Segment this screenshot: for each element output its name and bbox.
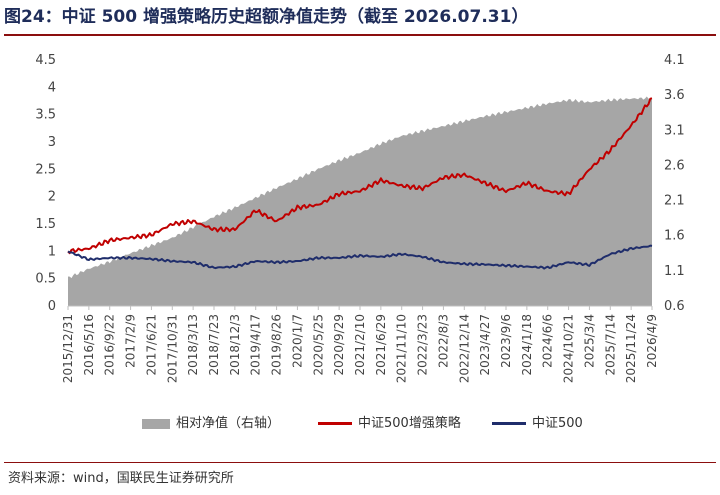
chart-legend: 相对净值（右轴） 中证500增强策略 中证500 bbox=[0, 412, 720, 436]
x-tick-label: 2021/6/29 bbox=[374, 314, 388, 376]
y-right-tick-label: 0.6 bbox=[664, 299, 685, 314]
x-tick-label: 2024/10/21 bbox=[562, 314, 576, 383]
y-left-tick-label: 4 bbox=[48, 80, 56, 95]
x-tick-label: 2016/9/22 bbox=[103, 314, 117, 376]
x-tick-label: 2018/7/23 bbox=[207, 314, 221, 376]
x-tick-label: 2024/1/18 bbox=[520, 314, 534, 376]
x-tick-label: 2015/12/31 bbox=[61, 314, 75, 383]
y-left-tick-label: 0 bbox=[48, 299, 56, 314]
legend-swatch-enhanced bbox=[318, 422, 352, 425]
x-tick-label: 2017/2/9 bbox=[124, 314, 138, 368]
y-right-tick-label: 3.6 bbox=[664, 88, 685, 103]
x-tick-label: 2021/2/10 bbox=[353, 314, 367, 376]
x-tick-label: 2022/12/14 bbox=[457, 314, 471, 383]
x-tick-label: 2026/4/9 bbox=[645, 314, 659, 368]
x-tick-label: 2022/3/23 bbox=[416, 314, 430, 376]
x-tick-label: 2017/10/31 bbox=[165, 314, 179, 383]
y-left-tick-label: 2 bbox=[48, 190, 56, 205]
x-tick-label: 2023/4/27 bbox=[478, 314, 492, 376]
x-tick-label: 2017/6/21 bbox=[144, 314, 158, 376]
x-tick-label: 2020/1/7 bbox=[290, 314, 304, 368]
y-left-tick-label: 3.5 bbox=[35, 108, 56, 123]
y-left-tick-label: 4.5 bbox=[35, 53, 56, 68]
legend-item-index: 中证500 bbox=[492, 412, 583, 436]
y-left-tick-label: 1 bbox=[48, 244, 56, 259]
x-tick-label: 2018/3/13 bbox=[186, 314, 200, 376]
legend-item-enhanced: 中证500增强策略 bbox=[318, 412, 461, 436]
legend-swatch-index bbox=[492, 422, 526, 425]
legend-label-enhanced: 中证500增强策略 bbox=[358, 416, 461, 431]
y-right-tick-label: 1.1 bbox=[664, 264, 685, 279]
legend-label-relative-nav: 相对净值（右轴） bbox=[176, 416, 281, 431]
x-tick-label: 2025/3/4 bbox=[582, 314, 596, 368]
chart-title: 图24：中证 500 增强策略历史超额净值走势（截至 2026.07.31） bbox=[4, 7, 529, 27]
y-right-tick-label: 4.1 bbox=[664, 53, 685, 68]
x-tick-label: 2019/8/26 bbox=[270, 314, 284, 376]
source-note: 资料来源：wind，国联民生证券研究所 bbox=[8, 471, 234, 486]
series-area-relative-nav bbox=[68, 96, 652, 306]
x-tick-label: 2023/9/6 bbox=[499, 314, 513, 368]
x-tick-label: 2019/4/17 bbox=[249, 314, 263, 376]
series-line-enhanced bbox=[67, 97, 653, 255]
y-right-tick-label: 3.1 bbox=[664, 123, 685, 138]
series-line-index bbox=[67, 244, 653, 270]
chart-plot: 0 0.5 1 1.5 2 2.5 3 3.5 4 4.5 0.6 1.1 1.6 2.1 2.6 3.1 3.… bbox=[35, 53, 685, 383]
x-tick-label: 2018/12/3 bbox=[228, 314, 242, 376]
legend-swatch-area bbox=[142, 418, 170, 429]
legend-item-relative-nav: 相对净值（右轴） bbox=[142, 412, 280, 436]
x-tick-label: 2022/8/3 bbox=[436, 314, 450, 368]
title-divider bbox=[4, 34, 716, 36]
x-tick-label: 2024/6/6 bbox=[541, 314, 555, 368]
y-left-tick-label: 2.5 bbox=[35, 162, 56, 177]
x-tick-label: 2020/9/29 bbox=[332, 314, 346, 376]
y-left-tick-label: 0.5 bbox=[35, 272, 56, 287]
x-tick-label: 2020/5/25 bbox=[311, 314, 325, 376]
x-tick-label: 2016/5/16 bbox=[82, 314, 96, 376]
y-left-tick-label: 3 bbox=[48, 135, 56, 150]
y-right-tick-label: 2.6 bbox=[664, 158, 685, 173]
y-left-tick-label: 1.5 bbox=[35, 217, 56, 232]
x-tick-label: 2025/11/24 bbox=[624, 314, 638, 383]
y-right-tick-label: 1.6 bbox=[664, 229, 685, 244]
legend-label-index: 中证500 bbox=[532, 416, 583, 431]
source-divider bbox=[4, 462, 716, 463]
x-tick-label: 2025/7/14 bbox=[603, 314, 617, 376]
x-tick-label: 2021/11/10 bbox=[395, 314, 409, 383]
y-right-tick-label: 2.1 bbox=[664, 194, 685, 209]
